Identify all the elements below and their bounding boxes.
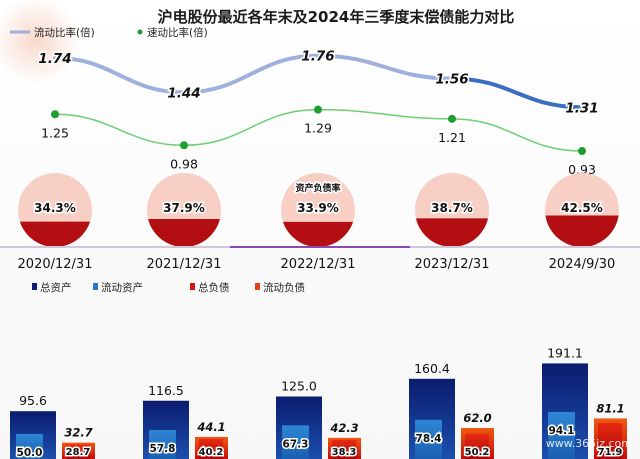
bar-current-assets: [149, 430, 176, 459]
point-quick-ratio: [51, 110, 59, 119]
label-current-liabilities: 71.9: [598, 447, 623, 458]
legend-label-current-ratio: 流动比率(倍): [34, 26, 95, 39]
decorative-glow: [0, 0, 80, 84]
category-label: 2021/12/31: [147, 257, 222, 272]
line-current-ratio-last-segment: [450, 76, 584, 110]
category-label: 2022/12/31: [281, 257, 356, 272]
label-current-assets: 50.0: [17, 447, 43, 459]
label-total-assets: 160.4: [414, 361, 450, 376]
bar-current-assets: [415, 419, 442, 459]
legend-swatch-current-liabilities: [255, 283, 260, 290]
point-quick-ratio: [180, 141, 188, 150]
pie-value-label: 34.3%: [34, 201, 76, 215]
pie-value-label: 42.5%: [561, 201, 603, 215]
pie-fill: [545, 215, 619, 247]
pie-row: 34.3% 37.9% 33.9% 38.7% 42.5% 资产负债率: [18, 173, 619, 247]
label-current-ratio: 1.56: [435, 72, 468, 88]
bar-current-liabilities: [465, 433, 489, 459]
bar-legend: 总资产 流动资产 总负债 流动负债: [32, 281, 305, 294]
label-total-assets: 191.1: [547, 345, 583, 360]
bar-chart: 95.6 50.0 32.7 28.7 116.5 57.8 44.1 40.2 125.0 67…: [10, 345, 627, 459]
category-label: 2023/12/31: [415, 257, 490, 272]
line-current-ratio: [53, 53, 454, 95]
label-total-assets: 116.5: [148, 383, 184, 398]
label-current-liabilities: 38.3: [332, 447, 357, 458]
pie-fill: [415, 218, 489, 247]
legend-swatch-total-assets: [32, 283, 37, 290]
label-total-liabilities: 44.1: [196, 420, 225, 434]
label-current-assets: 67.3: [283, 438, 309, 450]
label-current-ratio: 1.44: [167, 85, 200, 101]
label-current-assets: 94.1: [549, 425, 575, 437]
label-quick-ratio: 1.21: [438, 130, 466, 145]
category-axis: 2020/12/31 2021/12/31 2022/12/31 2023/12/31…: [0, 246, 640, 272]
label-total-liabilities: 42.3: [329, 421, 358, 435]
bar-current-assets: [548, 411, 575, 459]
pie-fill: [19, 221, 91, 247]
chart-title: 沪电股份最近各年末及2024年三季度末偿债能力对比: [158, 8, 515, 26]
label-total-assets: 95.6: [19, 393, 47, 408]
label-current-assets: 57.8: [150, 443, 176, 455]
label-total-liabilities: 81.1: [596, 401, 624, 415]
label-quick-ratio: 1.25: [41, 125, 69, 140]
legend-swatch-current-assets: [93, 283, 98, 290]
label-total-liabilities: 32.7: [64, 426, 92, 440]
label-current-assets: 78.4: [416, 433, 442, 445]
bar-current-assets: [16, 434, 43, 459]
legend-swatch-total-liabilities: [190, 283, 195, 290]
point-quick-ratio: [448, 114, 456, 123]
bar-current-liabilities: [66, 444, 90, 459]
legend-label-quick-ratio: 速动比率(倍): [147, 26, 208, 39]
pie-value-label: 33.9%: [297, 201, 339, 215]
watermark: www.365jz.com: [546, 437, 632, 450]
label-current-liabilities: 40.2: [199, 447, 224, 458]
point-quick-ratio: [314, 105, 322, 114]
label-current-ratio: 1.76: [301, 49, 334, 65]
label-current-liabilities: 28.7: [66, 447, 91, 458]
pie-value-label: 37.9%: [163, 201, 205, 215]
pie-fill: [148, 218, 220, 247]
legend-label-current-assets: 流动资产: [101, 281, 143, 294]
label-current-ratio: 1.74: [38, 51, 71, 67]
bar-current-liabilities: [199, 438, 223, 459]
line-legend: 流动比率(倍) 速动比率(倍): [10, 26, 208, 39]
label-current-liabilities: 50.2: [465, 447, 490, 458]
label-total-assets: 125.0: [281, 379, 317, 394]
bar-current-liabilities: [598, 423, 622, 459]
bar-current-assets: [282, 425, 309, 459]
label-total-liabilities: 62.0: [463, 411, 491, 425]
legend-label-total-assets: 总资产: [40, 281, 72, 294]
label-quick-ratio: 0.98: [170, 156, 198, 171]
label-quick-ratio: 0.93: [568, 162, 596, 177]
label-quick-ratio: 1.29: [304, 121, 332, 136]
point-quick-ratio: [578, 147, 586, 156]
pie-fill: [282, 221, 354, 247]
category-label: 2024/9/30: [549, 257, 616, 272]
bar-current-liabilities: [332, 439, 356, 459]
legend-marker-quick-ratio: [137, 29, 143, 35]
pie-value-label: 38.7%: [431, 201, 473, 215]
pie-indicator-label: 资产负债率: [295, 182, 340, 194]
legend-label-current-liabilities: 流动负债: [263, 281, 305, 294]
line-chart: 1.74 1.44 1.76 1.56 1.31 1.25 0.98 1.29 1.21 0.93: [37, 47, 600, 177]
legend-label-total-liabilities: 总负债: [198, 281, 230, 294]
label-current-ratio: 1.31: [565, 100, 598, 116]
category-label: 2020/12/31: [18, 257, 93, 272]
